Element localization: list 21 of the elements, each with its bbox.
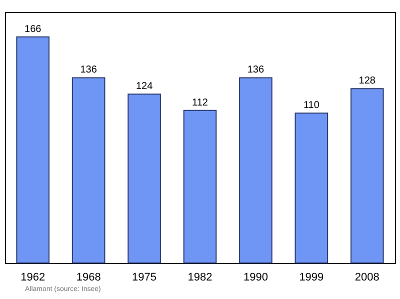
data-label: 110 [303, 100, 320, 112]
x-tick-label: 1999 [299, 272, 324, 284]
x-tick-label: 1990 [243, 272, 268, 284]
bar [72, 77, 106, 264]
data-label: 166 [24, 24, 42, 35]
data-label: 128 [358, 76, 376, 87]
bar [239, 77, 272, 264]
bar [16, 36, 50, 264]
data-label: 112 [192, 97, 208, 108]
data-label: 136 [247, 64, 264, 76]
x-tick-label: 1968 [76, 272, 101, 284]
x-tick-label: 1975 [132, 272, 157, 284]
x-tick-label: 2008 [354, 272, 380, 284]
bar [350, 88, 384, 264]
bar [294, 112, 328, 264]
x-tick-label: 1982 [188, 272, 212, 284]
bar [183, 110, 217, 264]
bar [128, 94, 161, 264]
data-label: 136 [80, 64, 98, 76]
data-label: 124 [136, 81, 154, 92]
x-tick-label: 1962 [20, 272, 46, 284]
